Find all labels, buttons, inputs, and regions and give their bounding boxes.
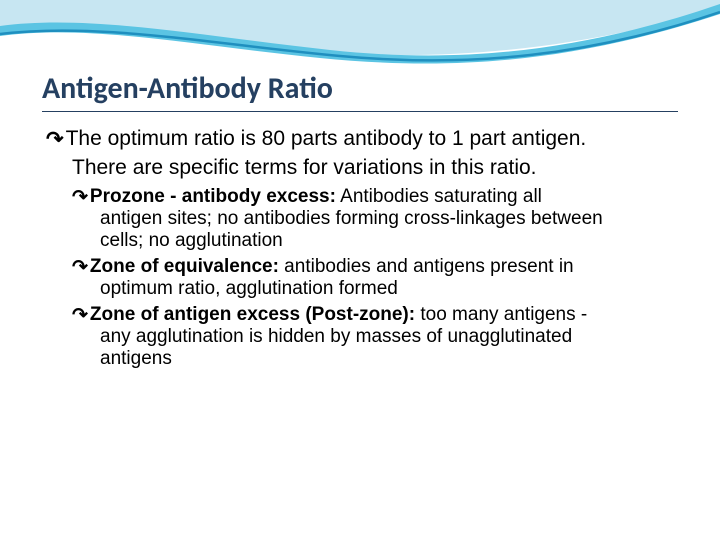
bullet-icon: ↷ bbox=[72, 305, 88, 327]
bullet-icon: ↷ bbox=[72, 187, 88, 209]
bullet-icon: ↷ bbox=[72, 257, 88, 279]
item-lead: Prozone - antibody excess: bbox=[90, 186, 336, 207]
slide-title: Antigen-Antibody Ratio bbox=[42, 70, 678, 112]
item-equivalence: ↷Zone of equivalence: antibodies and ant… bbox=[72, 256, 678, 301]
item-cont-line: antigen sites; no antibodies forming cro… bbox=[100, 208, 678, 230]
slide-content: Antigen-Antibody Ratio ↷The optimum rati… bbox=[0, 0, 720, 371]
intro-line2: There are specific terms for variations … bbox=[72, 156, 678, 181]
item-prozone: ↷Prozone - antibody excess: Antibodies s… bbox=[72, 186, 678, 253]
item-cont-line: any agglutination is hidden by masses of… bbox=[100, 326, 678, 348]
item-cont-line: antigens bbox=[100, 348, 678, 370]
item-cont-line: optimum ratio, agglutination formed bbox=[100, 278, 678, 300]
item-rest: Antibodies saturating all bbox=[336, 186, 542, 207]
item-rest: too many antigens - bbox=[415, 304, 587, 325]
item-postzone: ↷Zone of antigen excess (Post-zone): too… bbox=[72, 304, 678, 371]
item-lead: Zone of antigen excess (Post-zone): bbox=[90, 304, 415, 325]
item-lead: Zone of equivalence: bbox=[90, 256, 279, 277]
item-rest: antibodies and antigens present in bbox=[279, 256, 574, 277]
item-cont-line: cells; no agglutination bbox=[100, 230, 678, 252]
intro-bullet: ↷The optimum ratio is 80 parts antibody … bbox=[46, 126, 678, 152]
bullet-icon: ↷ bbox=[46, 127, 64, 152]
intro-line1: The optimum ratio is 80 parts antibody t… bbox=[66, 127, 587, 150]
sub-bullets: ↷Prozone - antibody excess: Antibodies s… bbox=[72, 186, 678, 371]
